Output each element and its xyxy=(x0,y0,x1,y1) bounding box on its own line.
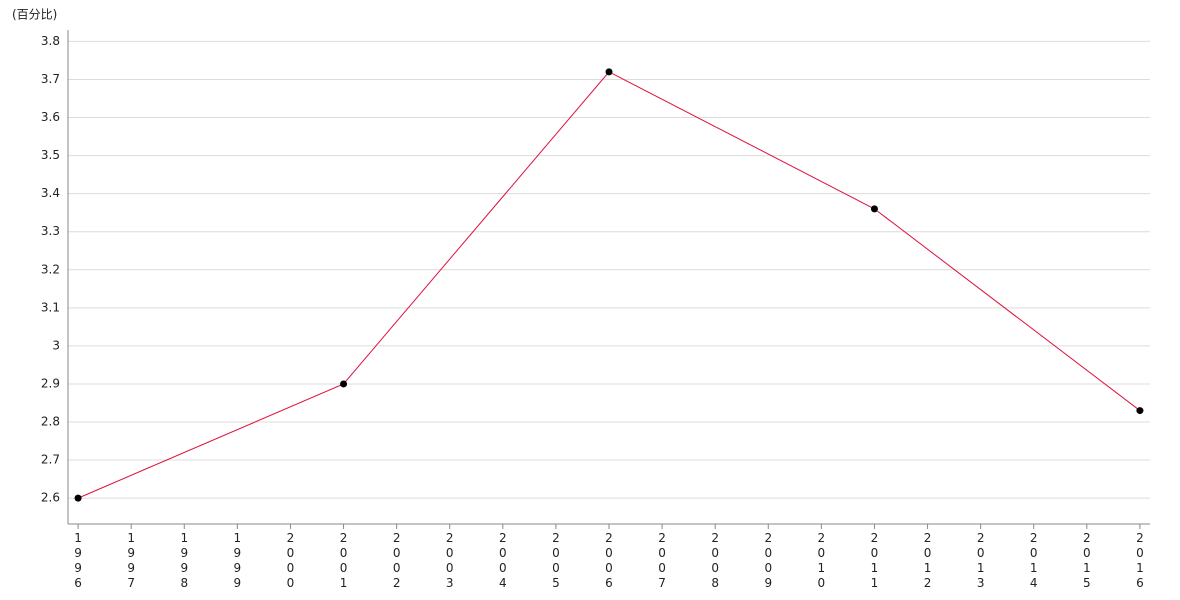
y-tick-label: 3.4 xyxy=(41,186,60,200)
y-tick-label: 2.7 xyxy=(41,453,60,467)
data-point xyxy=(870,205,878,213)
y-tick-label: 2.8 xyxy=(41,415,60,429)
y-tick-label: 3 xyxy=(52,338,60,352)
y-tick-label: 3.3 xyxy=(41,224,60,238)
y-tick-label: 3.7 xyxy=(41,72,60,86)
y-tick-label: 2.9 xyxy=(41,376,60,390)
y-tick-label: 2.6 xyxy=(41,491,60,505)
data-point xyxy=(1136,407,1144,415)
data-point xyxy=(74,494,82,502)
y-tick-label: 3.2 xyxy=(41,262,60,276)
y-tick-label: 3.8 xyxy=(41,34,60,48)
data-point xyxy=(605,68,613,76)
y-tick-label: 3.6 xyxy=(41,110,60,124)
y-axis-label: (百分比) xyxy=(12,8,57,22)
y-tick-label: 3.1 xyxy=(41,300,60,314)
data-point xyxy=(340,380,348,388)
data-line xyxy=(77,71,1141,499)
y-tick-label: 3.5 xyxy=(41,148,60,162)
